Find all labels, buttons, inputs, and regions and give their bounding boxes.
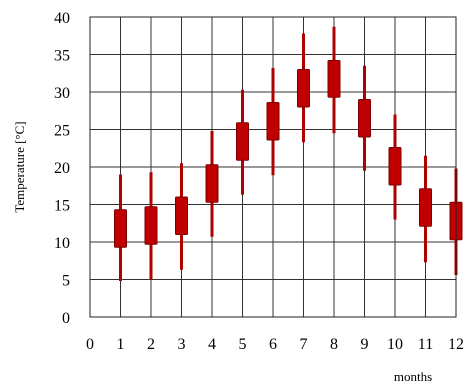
box xyxy=(297,69,310,108)
box xyxy=(144,206,158,245)
month-box-5 xyxy=(236,89,249,195)
x-tick-label: 0 xyxy=(86,336,94,353)
x-axis-ticks: 0 1 2 3 4 5 6 7 8 9 10 11 12 xyxy=(86,336,464,353)
month-box-3 xyxy=(175,163,188,270)
x-tick-label: 9 xyxy=(361,336,369,353)
x-axis-label: months xyxy=(394,369,432,384)
x-tick-label: 6 xyxy=(269,336,277,353)
y-tick-label: 10 xyxy=(54,235,70,252)
x-tick-label: 4 xyxy=(208,336,216,353)
plot-frame xyxy=(89,16,457,318)
box xyxy=(236,122,249,161)
x-tick-label: 7 xyxy=(300,336,308,353)
y-tick-label: 30 xyxy=(54,85,70,102)
x-tick-label: 5 xyxy=(239,336,247,353)
x-tick-label: 1 xyxy=(117,336,125,353)
box xyxy=(175,196,188,235)
month-box-10 xyxy=(388,114,402,220)
x-tick-label: 10 xyxy=(387,336,403,353)
month-box-9 xyxy=(358,65,371,171)
y-tick-label: 0 xyxy=(62,310,70,327)
y-axis-label: Temperature [°C] xyxy=(12,121,27,212)
month-box-6 xyxy=(266,68,280,176)
y-tick-label: 25 xyxy=(54,123,70,140)
y-tick-label: 35 xyxy=(54,48,70,65)
y-tick-label: 5 xyxy=(62,273,70,290)
x-tick-label: 2 xyxy=(147,336,155,353)
month-box-8 xyxy=(327,26,341,134)
box xyxy=(327,60,341,98)
box xyxy=(205,164,219,203)
x-tick-label: 8 xyxy=(330,336,338,353)
month-box-7 xyxy=(297,33,310,143)
monthly-temperature-boxes xyxy=(114,26,463,281)
box xyxy=(358,99,371,138)
box xyxy=(419,188,432,227)
y-tick-label: 20 xyxy=(54,160,70,177)
y-axis-ticks: 0 5 10 15 20 25 30 35 40 xyxy=(54,10,70,327)
month-box-2 xyxy=(144,172,158,280)
y-tick-label: 40 xyxy=(54,10,70,27)
month-box-1 xyxy=(114,174,127,281)
month-box-11 xyxy=(419,155,432,263)
box xyxy=(388,147,402,186)
box xyxy=(266,102,280,141)
x-tick-label: 12 xyxy=(448,336,464,353)
y-tick-label: 15 xyxy=(54,198,70,215)
month-box-4 xyxy=(205,131,219,237)
x-tick-label: 11 xyxy=(418,336,433,353)
x-tick-label: 3 xyxy=(178,336,186,353)
box xyxy=(114,209,127,248)
